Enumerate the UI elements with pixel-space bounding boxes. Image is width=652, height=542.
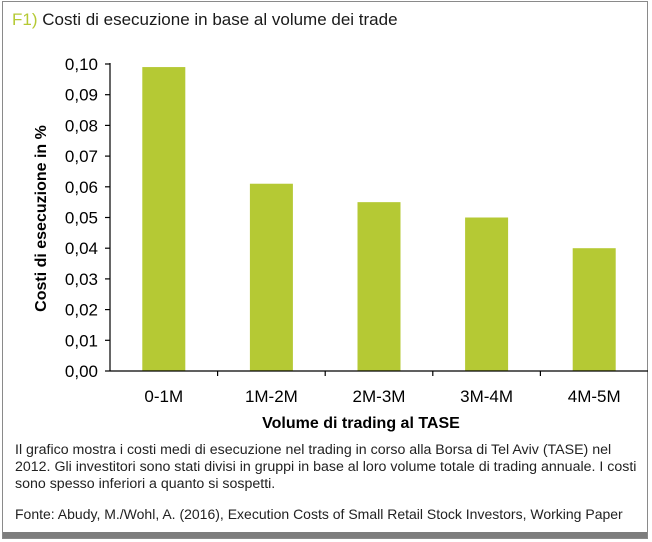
x-axis-label: Volume di trading al TASE xyxy=(262,415,460,432)
bar-3M-4M xyxy=(465,217,509,371)
bar-2M-3M xyxy=(357,202,401,371)
x-tick-label: 4M-5M xyxy=(568,387,621,406)
chart-title: F1) Costi di esecuzione in base al volum… xyxy=(12,10,398,30)
bar-4M-5M xyxy=(572,248,616,371)
bottom-bar xyxy=(3,532,647,538)
chart-caption: Il grafico mostra i costi medi di esecuz… xyxy=(15,442,637,492)
y-tick-label: 0,04 xyxy=(65,239,98,258)
y-tick-label: 0,08 xyxy=(65,116,98,135)
y-axis-label: Costi di esecuzione in % xyxy=(33,125,50,312)
y-tick-label: 0,03 xyxy=(65,270,98,289)
bar-1M-2M xyxy=(249,183,293,371)
y-axis-ticks: 0,00 0,01 0,02 0,03 0,04 0,05 0,06 0,07 0,08 0,09… xyxy=(65,55,110,381)
chart-source: Fonte: Abudy, M./Wohl, A. (2016), Execut… xyxy=(15,506,623,522)
bar-chart: 0,00 0,01 0,02 0,03 0,04 0,05 0,06 0,07 0,08 0,09… xyxy=(33,55,648,432)
y-tick-label: 0,00 xyxy=(65,362,98,381)
figure-tag: F1) xyxy=(12,10,38,29)
bars xyxy=(142,67,616,371)
x-tick-label: 2M-3M xyxy=(353,387,406,406)
y-tick-label: 0,02 xyxy=(65,301,98,320)
y-tick-label: 0,06 xyxy=(65,178,98,197)
y-tick-label: 0,05 xyxy=(65,209,98,228)
y-tick-label: 0,09 xyxy=(65,86,98,105)
x-axis-ticks: 0-1M 1M-2M 2M-3M 3M-4M 4M-5M xyxy=(144,371,621,406)
x-tick-label: 0-1M xyxy=(144,387,183,406)
bar-0-1M xyxy=(142,67,186,371)
y-tick-label: 0,07 xyxy=(65,147,98,166)
chart-title-text: Costi di esecuzione in base al volume de… xyxy=(42,10,398,29)
y-tick-label: 0,10 xyxy=(65,55,98,74)
x-tick-label: 1M-2M xyxy=(245,387,298,406)
x-tick-label: 3M-4M xyxy=(460,387,513,406)
y-tick-label: 0,01 xyxy=(65,331,98,350)
